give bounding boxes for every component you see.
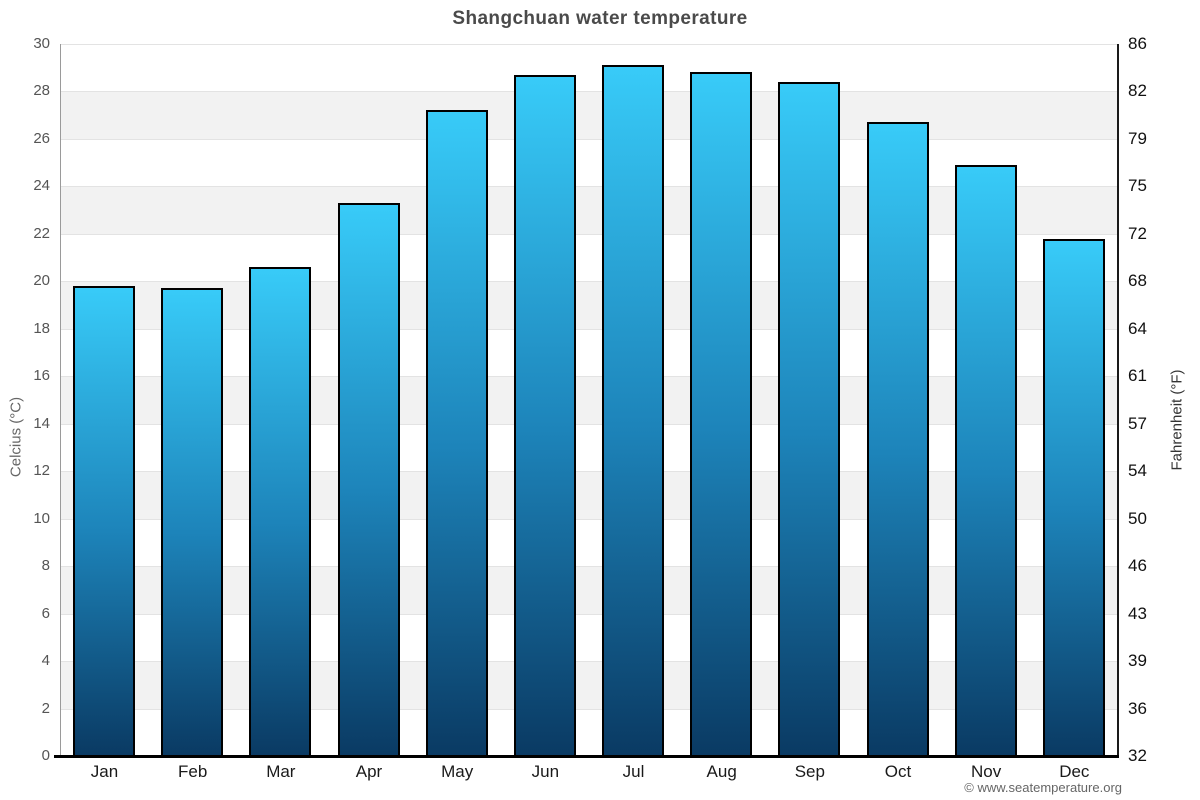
bar-jun — [513, 74, 576, 756]
gridline — [60, 138, 1118, 140]
gridline — [60, 708, 1118, 710]
gridline — [60, 233, 1118, 235]
month-label-mar: Mar — [266, 762, 296, 781]
fahrenheit-tick-label: 50 — [1128, 508, 1147, 528]
gridline — [60, 281, 1118, 283]
bar-sep — [778, 81, 841, 756]
month-label-nov: Nov — [971, 762, 1002, 781]
fahrenheit-tick-label: 46 — [1128, 556, 1147, 576]
fahrenheit-tick-label: 32 — [1128, 746, 1147, 765]
celsius-tick-label: 18 — [33, 319, 50, 337]
fahrenheit-axis-ticks: 86 82 79 75 72 68 64 61 57 54 50 46 43 39 36 32 — [1128, 0, 1200, 800]
gridline — [60, 661, 1118, 663]
bar-oct — [866, 122, 929, 756]
celsius-tick-label: 22 — [33, 224, 50, 242]
plot-band — [60, 661, 1118, 709]
plot-band — [60, 566, 1118, 614]
celsius-tick-label: 14 — [33, 414, 50, 432]
gridline — [60, 471, 1118, 473]
fahrenheit-tick-label: 79 — [1128, 128, 1147, 148]
chart-title: Shangchuan water temperature — [452, 8, 748, 29]
fahrenheit-tick-label: 86 — [1128, 34, 1147, 53]
plot-band — [60, 423, 1118, 472]
gridline — [60, 518, 1118, 520]
plot-band — [60, 281, 1118, 329]
month-label-jan: Jan — [90, 762, 119, 781]
celsius-tick-label: 20 — [33, 272, 50, 290]
fahrenheit-tick-label: 54 — [1128, 461, 1147, 481]
month-label-may: May — [441, 762, 474, 781]
fahrenheit-tick-label: 36 — [1128, 698, 1147, 718]
fahrenheit-tick-label: 43 — [1128, 603, 1147, 623]
fahrenheit-tick-label: 72 — [1128, 223, 1147, 243]
x-axis-line — [54, 755, 1119, 758]
plot-band — [60, 44, 1118, 92]
plot-band — [60, 138, 1118, 187]
bar-aug — [690, 72, 753, 756]
fahrenheit-axis-label: Fahrenheit (°F) — [1168, 369, 1186, 471]
bar-apr — [337, 203, 400, 756]
gridline — [60, 566, 1118, 568]
bar-mar — [249, 267, 312, 756]
plot-band — [60, 91, 1118, 139]
month-label-aug: Aug — [706, 762, 737, 781]
month-label-feb: Feb — [178, 762, 208, 781]
celsius-tick-label: 4 — [41, 652, 50, 670]
plot-band — [60, 376, 1118, 424]
gridline — [60, 328, 1118, 330]
plot-band — [60, 613, 1118, 662]
gridline — [60, 91, 1118, 93]
month-label-jun: Jun — [531, 762, 560, 781]
bar-dec — [1042, 238, 1105, 756]
bar-feb — [161, 288, 224, 756]
bar-jul — [602, 65, 665, 756]
plot-band — [60, 233, 1118, 282]
fahrenheit-tick-label: 57 — [1128, 413, 1147, 433]
celsius-tick-label: 0 — [41, 747, 50, 764]
celsius-tick-label: 8 — [41, 557, 50, 575]
celsius-axis-ticks: 30 28 26 24 22 20 18 16 14 12 10 8 6 4 2 0 — [0, 0, 50, 800]
plot-band — [60, 708, 1118, 756]
celsius-tick-label: 6 — [41, 604, 50, 622]
fahrenheit-tick-label: 75 — [1128, 176, 1147, 196]
gridline — [60, 186, 1118, 188]
gridline — [60, 44, 1118, 45]
celsius-axis-label: Celcius (°C) — [7, 396, 25, 478]
celsius-tick-label: 28 — [33, 82, 50, 100]
gridline — [60, 376, 1118, 378]
celsius-tick-label: 2 — [41, 699, 50, 717]
plot-band — [60, 471, 1118, 519]
celsius-tick-label: 12 — [33, 462, 50, 480]
celsius-tick-label: 26 — [33, 129, 50, 147]
celsius-tick-label: 16 — [33, 367, 50, 385]
fahrenheit-tick-label: 68 — [1128, 271, 1147, 291]
month-label-jul: Jul — [622, 762, 645, 781]
fahrenheit-tick-label: 64 — [1128, 318, 1147, 338]
attribution-link[interactable]: © www.seatemperature.org — [964, 780, 1122, 795]
month-label-dec: Dec — [1059, 762, 1090, 781]
plot-area — [60, 44, 1118, 756]
fahrenheit-tick-label: 82 — [1128, 81, 1147, 101]
celsius-axis-line — [60, 44, 61, 756]
celsius-tick-label: 10 — [33, 509, 50, 527]
bar-jan — [73, 286, 136, 756]
plot-band — [60, 518, 1118, 567]
celsius-tick-label: 24 — [33, 177, 50, 195]
gridline — [60, 423, 1118, 425]
month-label-oct: Oct — [884, 762, 912, 781]
gridline — [60, 613, 1118, 615]
celsius-tick-label: 30 — [33, 35, 50, 52]
bar-nov — [954, 165, 1017, 756]
fahrenheit-tick-label: 39 — [1128, 651, 1147, 671]
fahrenheit-tick-label: 61 — [1128, 366, 1147, 386]
month-label-sep: Sep — [794, 762, 825, 781]
bar-may — [425, 110, 488, 756]
month-label-apr: Apr — [355, 762, 383, 781]
plot-band — [60, 328, 1118, 377]
plot-band — [60, 186, 1118, 234]
fahrenheit-axis-line — [1117, 44, 1119, 756]
